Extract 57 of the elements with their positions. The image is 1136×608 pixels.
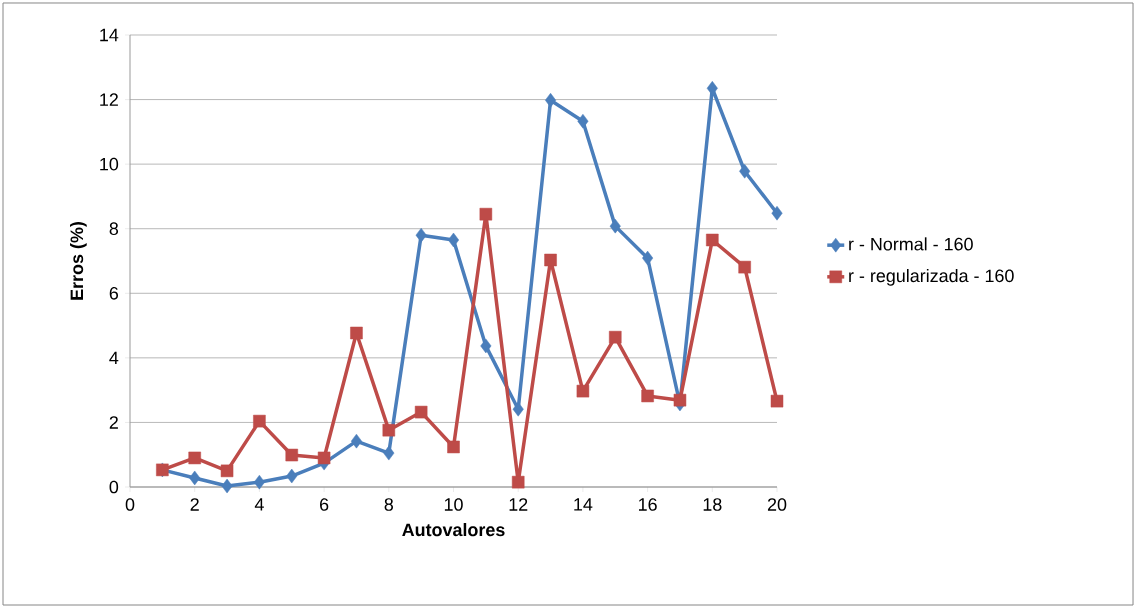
point: [771, 205, 783, 221]
point: [317, 451, 331, 465]
x-tick-label: 18: [703, 498, 722, 511]
y-tick-label: 10: [100, 157, 119, 171]
point: [738, 260, 751, 274]
x-tick-label: 0: [125, 498, 135, 511]
x-axis-title: Autovalores: [402, 523, 505, 537]
point: [415, 227, 427, 243]
point: [770, 394, 784, 408]
y-tick-label: 2: [109, 416, 118, 429]
x-tick-label: 8: [384, 498, 394, 511]
x-tick-label: 4: [254, 498, 264, 511]
point: [253, 474, 265, 490]
y-tick-label: 12: [100, 93, 118, 106]
y-tick-label: 14: [100, 28, 119, 42]
point: [739, 163, 751, 179]
legend-label: r - regularizada - 160: [849, 268, 1014, 286]
point: [576, 384, 590, 398]
point: [642, 250, 654, 266]
y-tick-label: 4: [109, 351, 119, 365]
point: [285, 448, 298, 462]
point: [577, 113, 589, 129]
y-axis-title: Erros (%): [70, 222, 87, 300]
point: [447, 440, 460, 454]
x-tick-label: 20: [767, 498, 787, 511]
point: [253, 414, 266, 428]
point: [641, 389, 654, 403]
y-tick-label: 0: [109, 480, 119, 494]
x-tick-label: 12: [509, 498, 528, 511]
point: [220, 464, 234, 478]
x-tick-label: 10: [444, 498, 463, 511]
point: [189, 470, 201, 486]
point: [350, 326, 363, 340]
x-tick-label: 2: [190, 498, 199, 511]
x-tick-label: 14: [574, 498, 593, 511]
point: [673, 393, 687, 407]
point: [414, 405, 428, 419]
x-tick-label: 6: [320, 498, 329, 511]
point: [382, 423, 396, 437]
point: [706, 233, 719, 247]
point: [544, 253, 557, 267]
point: [350, 433, 362, 449]
point: [480, 338, 492, 354]
point: [286, 468, 298, 484]
point: [609, 330, 622, 344]
x-tick-label: 16: [638, 498, 657, 511]
point: [609, 218, 621, 234]
y-tick-label: 8: [109, 222, 119, 236]
point: [188, 451, 201, 465]
y-tick-label: 6: [109, 286, 119, 300]
point: [479, 207, 493, 221]
legend-label: r - Normal - 160: [849, 237, 973, 251]
point: [383, 445, 395, 461]
point: [545, 92, 557, 108]
point: [512, 401, 524, 417]
point: [511, 475, 525, 489]
point: [221, 478, 233, 494]
